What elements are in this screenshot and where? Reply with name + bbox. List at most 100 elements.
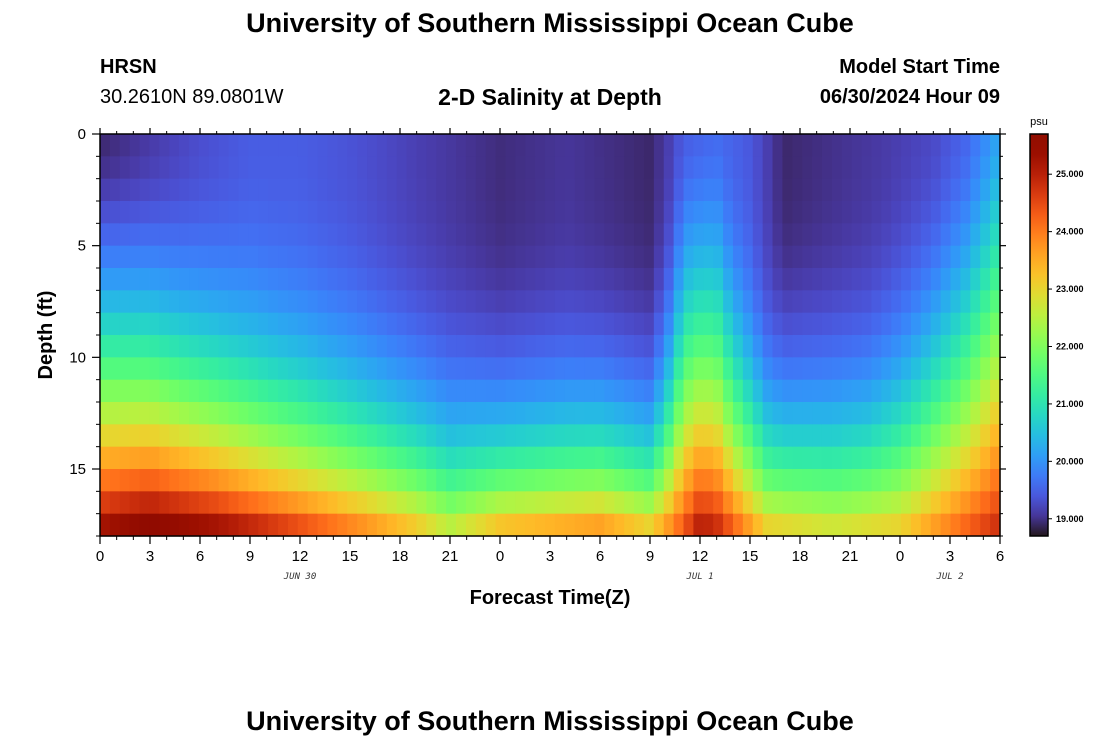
heatmap-cell [930, 312, 942, 336]
heatmap-cell [189, 156, 200, 180]
heatmap-cell [258, 223, 269, 247]
heatmap-cell [653, 201, 665, 224]
heatmap-cell [693, 201, 704, 224]
heatmap-cell [782, 357, 793, 381]
heatmap-cell [752, 402, 764, 425]
heatmap-cell [278, 469, 289, 492]
heatmap-cell [525, 134, 536, 157]
heatmap-cell [297, 178, 309, 202]
heatmap-cell [100, 268, 111, 291]
heatmap-cell [574, 446, 586, 470]
heatmap-cell [851, 290, 863, 314]
heatmap-cell [713, 312, 724, 336]
heatmap-cell [446, 424, 457, 448]
heatmap-cell [208, 201, 220, 224]
heatmap-cell [159, 223, 170, 247]
heatmap-cell [278, 513, 289, 537]
heatmap-cell [752, 156, 764, 180]
heatmap-cell [604, 312, 615, 336]
heatmap-cell [564, 402, 576, 425]
heatmap-cell [554, 357, 566, 381]
heatmap-cell [960, 424, 971, 448]
heatmap-cell [386, 201, 398, 224]
heatmap-cell [841, 491, 853, 515]
heatmap-cell [396, 424, 408, 448]
heatmap-cell [653, 312, 665, 336]
heatmap-cell [525, 156, 536, 180]
heatmap-cell [881, 335, 892, 358]
heatmap-cell [426, 134, 437, 157]
heatmap-cell [703, 402, 714, 425]
heatmap-cell [841, 469, 853, 492]
heatmap-cell [901, 491, 912, 515]
heatmap-cell [149, 223, 160, 247]
heatmap-cell [218, 290, 230, 314]
heatmap-cell [465, 268, 477, 291]
heatmap-cell [970, 178, 981, 202]
heatmap-cell [772, 402, 784, 425]
heatmap-cell [831, 134, 843, 157]
heatmap-cell [821, 402, 833, 425]
heatmap-cell [357, 424, 368, 448]
heatmap-cell [367, 491, 378, 515]
heatmap-cell [930, 379, 942, 403]
heatmap-cell [535, 446, 546, 470]
heatmap-cell [327, 268, 338, 291]
heatmap-cell [960, 491, 971, 515]
x-tick-label: 0 [96, 548, 104, 565]
heatmap-cell [742, 335, 754, 358]
heatmap-cell [525, 379, 536, 403]
heatmap-cell [792, 446, 803, 470]
heatmap-cell [198, 156, 210, 180]
heatmap-cell [881, 178, 892, 202]
heatmap-cell [386, 268, 398, 291]
heatmap-cell [782, 379, 793, 403]
heatmap-cell [970, 335, 981, 358]
heatmap-cell [535, 469, 546, 492]
heatmap-cell [901, 134, 912, 157]
heatmap-cell [604, 513, 615, 537]
heatmap-cell [772, 201, 784, 224]
heatmap-cell [485, 290, 497, 314]
heatmap-cell [782, 469, 793, 492]
heatmap-cell [159, 469, 170, 492]
heatmap-cell [406, 424, 418, 448]
heatmap-cell [554, 513, 566, 537]
heatmap-cell [881, 290, 892, 314]
heatmap-cell [149, 469, 160, 492]
heatmap-cell [189, 245, 200, 269]
heatmap-cell [624, 402, 635, 425]
heatmap-cell [238, 335, 249, 358]
heatmap-cell [475, 379, 487, 403]
heatmap-cell [673, 223, 685, 247]
heatmap-cell [742, 268, 754, 291]
heatmap-cell [663, 469, 675, 492]
heatmap-cell [693, 312, 704, 336]
heatmap-cell [475, 223, 487, 247]
heatmap-cell [297, 357, 309, 381]
heatmap-cell [228, 290, 240, 314]
heatmap-cell [980, 379, 991, 403]
heatmap-cell [821, 357, 833, 381]
heatmap-cell [515, 201, 526, 224]
heatmap-cell [950, 357, 962, 381]
heatmap-cell [525, 245, 536, 269]
heatmap-cell [871, 134, 882, 157]
heatmap-cell [179, 469, 190, 492]
heatmap-cell [307, 379, 319, 403]
heatmap-cell [426, 156, 437, 180]
heatmap-cell [752, 312, 764, 336]
heatmap-cell [317, 312, 329, 336]
heatmap-cell [307, 312, 319, 336]
heatmap-cell [802, 357, 813, 381]
heatmap-cell [495, 134, 507, 157]
heatmap-cell [772, 245, 784, 269]
heatmap-cell [535, 402, 546, 425]
heatmap-cell [980, 424, 991, 448]
heatmap-cell [673, 178, 685, 202]
heatmap-cell [208, 513, 220, 537]
heatmap-cell [732, 245, 744, 269]
heatmap-cell [792, 424, 803, 448]
heatmap-cell [238, 178, 249, 202]
heatmap-cell [564, 134, 576, 157]
